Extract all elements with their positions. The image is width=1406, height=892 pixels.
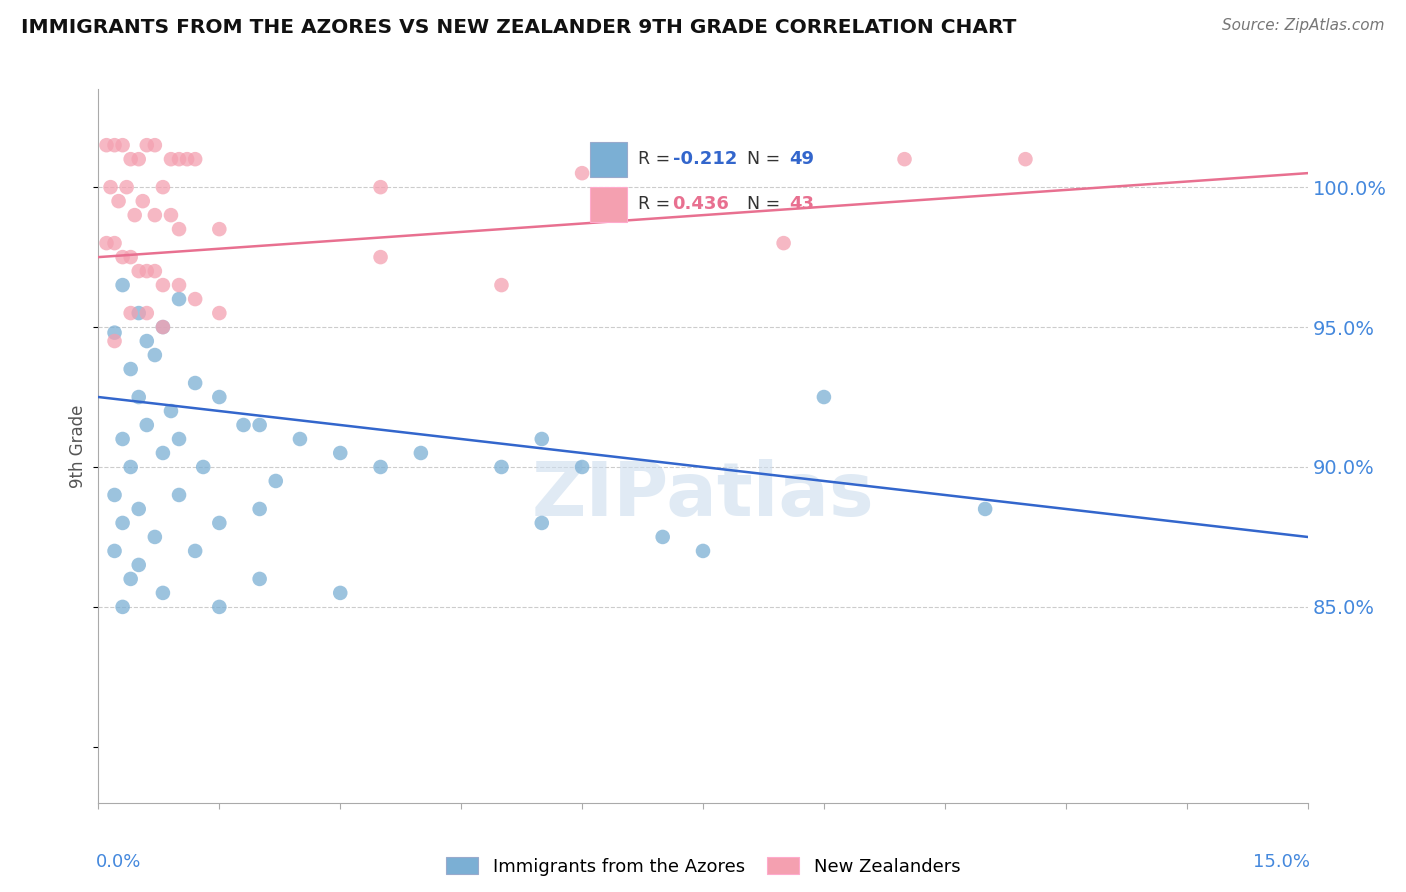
Point — [571, 166, 593, 180]
Point — [264, 474, 287, 488]
Point — [167, 222, 190, 236]
Point — [120, 572, 142, 586]
Point — [208, 222, 231, 236]
Point — [103, 326, 125, 340]
Point — [128, 558, 150, 572]
Point — [184, 544, 207, 558]
Point — [571, 460, 593, 475]
Point — [135, 417, 157, 432]
Point — [103, 138, 125, 153]
Point — [120, 460, 142, 475]
Point — [167, 278, 190, 293]
Point — [491, 278, 513, 293]
Point — [370, 250, 392, 264]
Point — [124, 208, 146, 222]
Point — [160, 208, 183, 222]
Text: IMMIGRANTS FROM THE AZORES VS NEW ZEALANDER 9TH GRADE CORRELATION CHART: IMMIGRANTS FROM THE AZORES VS NEW ZEALAN… — [21, 18, 1017, 37]
Point — [111, 432, 134, 446]
Point — [96, 236, 118, 251]
Point — [152, 180, 174, 194]
Point — [167, 432, 190, 446]
Point — [152, 446, 174, 460]
Point — [893, 152, 915, 166]
Point — [111, 278, 134, 293]
Point — [115, 180, 138, 194]
Point — [135, 334, 157, 348]
Point — [120, 362, 142, 376]
Point — [132, 194, 155, 208]
Point — [103, 544, 125, 558]
Point — [103, 488, 125, 502]
Point — [135, 264, 157, 278]
Point — [329, 446, 352, 460]
Point — [813, 390, 835, 404]
Text: Source: ZipAtlas.com: Source: ZipAtlas.com — [1222, 18, 1385, 33]
Point — [152, 320, 174, 334]
Point — [692, 544, 714, 558]
Point — [111, 138, 134, 153]
Point — [208, 516, 231, 530]
Text: ZIPatlas: ZIPatlas — [531, 459, 875, 533]
Point — [143, 264, 166, 278]
Point — [167, 152, 190, 166]
Point — [772, 236, 794, 251]
Point — [120, 152, 142, 166]
Point — [530, 516, 553, 530]
Point — [167, 292, 190, 306]
Point — [176, 152, 198, 166]
Text: 0.0%: 0.0% — [96, 853, 142, 871]
Point — [96, 138, 118, 153]
Point — [103, 236, 125, 251]
Point — [160, 404, 183, 418]
Point — [249, 572, 271, 586]
Point — [152, 586, 174, 600]
Point — [111, 250, 134, 264]
Point — [651, 530, 673, 544]
Point — [208, 390, 231, 404]
Point — [184, 376, 207, 390]
Point — [135, 306, 157, 320]
Point — [111, 516, 134, 530]
Point — [208, 599, 231, 614]
Point — [128, 264, 150, 278]
Point — [143, 138, 166, 153]
Y-axis label: 9th Grade: 9th Grade — [69, 404, 87, 488]
Point — [530, 432, 553, 446]
Point — [128, 390, 150, 404]
Point — [128, 152, 150, 166]
Point — [167, 488, 190, 502]
Point — [329, 586, 352, 600]
Point — [160, 152, 183, 166]
Point — [232, 417, 254, 432]
Point — [120, 306, 142, 320]
Text: 15.0%: 15.0% — [1253, 853, 1310, 871]
Point — [208, 306, 231, 320]
Point — [152, 278, 174, 293]
Point — [107, 194, 129, 208]
Point — [111, 599, 134, 614]
Point — [409, 446, 432, 460]
Point — [184, 292, 207, 306]
Point — [249, 502, 271, 516]
Point — [135, 138, 157, 153]
Point — [143, 208, 166, 222]
Point — [370, 460, 392, 475]
Point — [143, 530, 166, 544]
Point — [128, 306, 150, 320]
Point — [143, 348, 166, 362]
Point — [491, 460, 513, 475]
Point — [288, 432, 311, 446]
Point — [974, 502, 997, 516]
Point — [184, 152, 207, 166]
Point — [193, 460, 215, 475]
Point — [103, 334, 125, 348]
Point — [120, 250, 142, 264]
Point — [128, 502, 150, 516]
Point — [152, 320, 174, 334]
Point — [1014, 152, 1036, 166]
Point — [249, 417, 271, 432]
Point — [100, 180, 122, 194]
Point — [370, 180, 392, 194]
Legend: Immigrants from the Azores, New Zealanders: Immigrants from the Azores, New Zealande… — [446, 857, 960, 876]
